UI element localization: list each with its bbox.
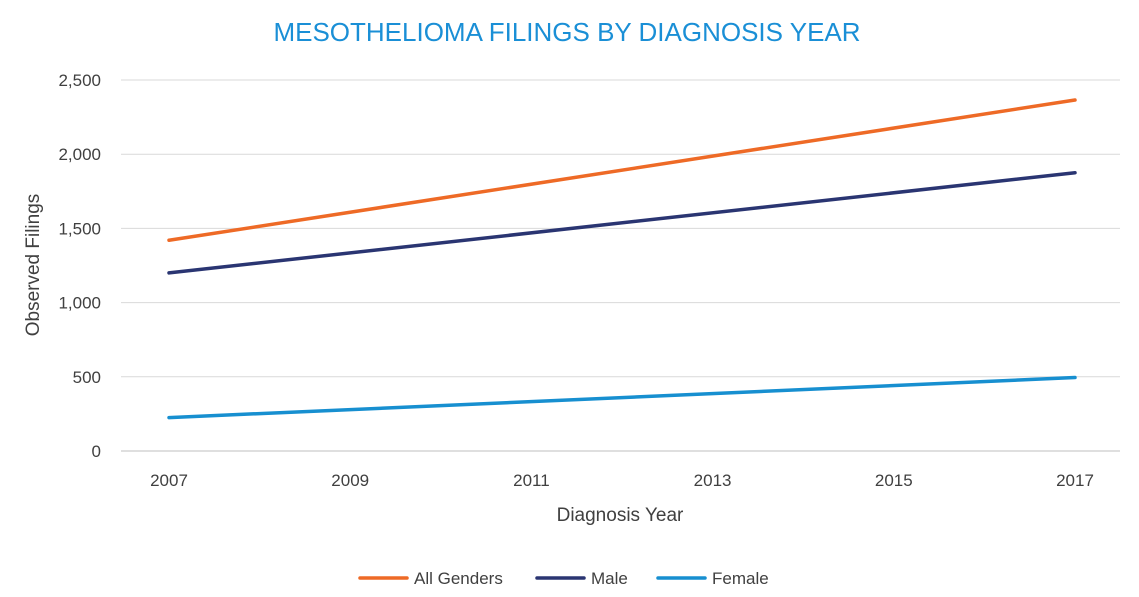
y-axis-label: Observed Filings xyxy=(23,194,44,337)
series-line-female xyxy=(167,375,1077,420)
series-lines xyxy=(167,98,1077,420)
legend-label-female: Female xyxy=(712,569,769,588)
x-tick-label: 2011 xyxy=(513,471,550,490)
x-tick-label: 2007 xyxy=(150,471,188,490)
legend-label-male: Male xyxy=(591,569,628,588)
x-tick-label: 2017 xyxy=(1056,471,1094,490)
y-tick-label: 0 xyxy=(92,442,101,461)
x-tick-label: 2015 xyxy=(875,471,913,490)
y-tick-label: 1,000 xyxy=(58,294,101,313)
legend-label-all-genders: All Genders xyxy=(414,569,503,588)
y-tick-label: 500 xyxy=(73,368,101,387)
series-line-male xyxy=(167,171,1077,275)
series-line-all-genders xyxy=(167,98,1077,243)
x-tick-label: 2009 xyxy=(331,471,369,490)
x-tick-label: 2013 xyxy=(694,471,732,490)
y-tick-label: 2,000 xyxy=(58,145,101,164)
y-tick-label: 1,500 xyxy=(58,219,101,238)
gridlines xyxy=(121,79,1120,452)
chart-title: MESOTHELIOMA FILINGS BY DIAGNOSIS YEAR xyxy=(273,17,860,47)
x-axis-ticks: 2007 2009 2011 2013 2015 2017 xyxy=(150,471,1094,490)
y-tick-label: 2,500 xyxy=(58,71,101,90)
y-axis-ticks: 0 500 1,000 1,500 2,000 2,500 xyxy=(58,71,101,461)
legend: All Genders Male Female xyxy=(358,569,769,588)
x-axis-label: Diagnosis Year xyxy=(557,505,684,526)
